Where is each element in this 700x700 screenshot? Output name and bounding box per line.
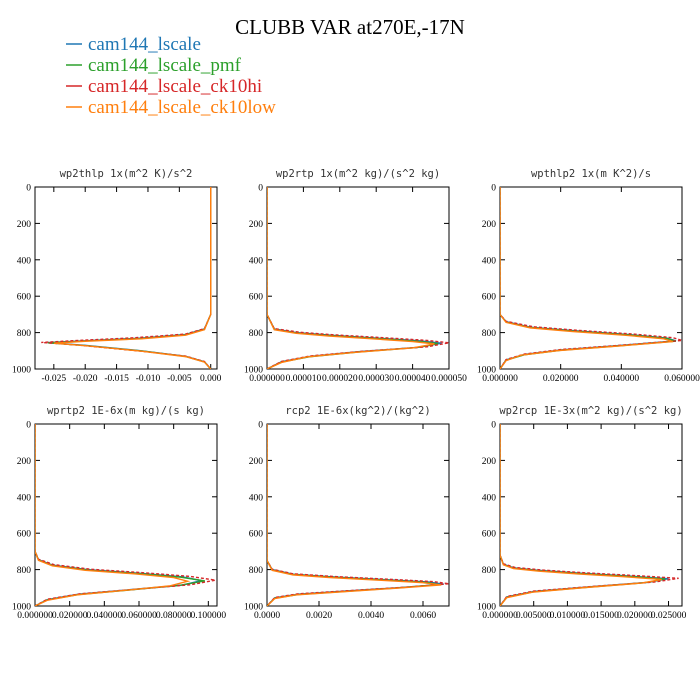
x-tick-label: 0.060000	[121, 611, 157, 621]
y-tick-label: 800	[17, 566, 32, 576]
y-tick-label: 0	[491, 421, 496, 431]
y-tick-label: 800	[482, 566, 497, 576]
x-tick-label: 0.0000	[254, 611, 280, 621]
x-tick-label: 0.025000	[651, 611, 687, 621]
y-tick-label: 1000	[477, 603, 496, 613]
x-tick-label: -0.020	[73, 374, 98, 384]
y-tick-label: 1000	[12, 366, 31, 376]
figure-title: CLUBB VAR at270E,-17N	[235, 15, 465, 39]
legend-label: cam144_lscale	[88, 34, 201, 55]
x-tick-label: 0.040000	[604, 374, 640, 384]
x-tick-label: 0.0040	[358, 611, 384, 621]
y-tick-label: 1000	[12, 603, 31, 613]
x-tick-label: 0.020000	[617, 611, 653, 621]
y-tick-label: 1000	[244, 603, 263, 613]
x-tick-label: 0.020000	[543, 374, 579, 384]
x-tick-label: 0.005000	[516, 611, 552, 621]
y-tick-label: 800	[249, 329, 264, 339]
y-tick-label: 1000	[244, 366, 263, 376]
y-tick-label: 0	[491, 184, 496, 194]
chart-panel-5: rcp2 1E-6x(kg^2)/(kg^2) 0 200 400 600 800 1000…	[244, 405, 450, 621]
x-tick-label: 0.040000	[87, 611, 123, 621]
series-line-cam144-lscale-ck10low	[500, 187, 674, 369]
x-tick-label: 0.100000	[191, 611, 227, 621]
y-tick-label: 600	[482, 293, 497, 303]
y-tick-label: 200	[482, 457, 497, 467]
panel-title: wp2thlp 1x(m^2 K)/s^2	[60, 168, 193, 180]
y-tick-label: 400	[17, 493, 32, 503]
plot-frame	[34, 186, 218, 370]
x-tick-label: 0.000000	[482, 611, 518, 621]
y-tick-label: 800	[17, 329, 32, 339]
y-tick-label: 0	[258, 421, 263, 431]
y-tick-label: 200	[249, 220, 264, 230]
y-tick-label: 200	[482, 220, 497, 230]
x-tick-label: 0.0060	[410, 611, 436, 621]
chart-panel-3: wpthlp2 1x(m K^2)/s 0 200 400 600 800 10000.00…	[477, 168, 700, 384]
series-line-cam144-lscale-ck10low	[35, 424, 191, 606]
x-tick-label: 0.000000	[17, 611, 53, 621]
y-tick-label: 0	[258, 184, 263, 194]
legend: cam144_lscalecam144_lscale_pmfcam144_lsc…	[66, 34, 276, 118]
x-tick-label: 0.000040	[395, 374, 431, 384]
x-tick-label: -0.025	[42, 374, 67, 384]
x-tick-label: 0.080000	[156, 611, 192, 621]
y-tick-label: 400	[482, 256, 497, 266]
x-tick-label: 0.000	[200, 374, 222, 384]
x-tick-label: 0.000050	[431, 374, 467, 384]
y-tick-label: 600	[17, 293, 32, 303]
y-tick-label: 200	[17, 457, 32, 467]
panel-title: wp2rcp 1E-3x(m^2 kg)/(s^2 kg)	[499, 405, 682, 417]
y-tick-label: 200	[249, 457, 264, 467]
x-tick-label: 0.015000	[583, 611, 619, 621]
legend-label: cam144_lscale_ck10low	[88, 97, 276, 118]
x-tick-label: -0.005	[167, 374, 192, 384]
panel-title: wp2rtp 1x(m^2 kg)/(s^2 kg)	[276, 168, 440, 180]
x-tick-label: 0.010000	[550, 611, 586, 621]
y-tick-label: 400	[482, 493, 497, 503]
series-line-cam144-lscale-ck10low	[500, 424, 662, 606]
chart-panel-6: wp2rcp 1E-3x(m^2 kg)/(s^2 kg)0 200 400 600 8…	[477, 405, 687, 621]
panel-title: wpthlp2 1x(m K^2)/s	[531, 168, 651, 180]
x-tick-label: -0.015	[104, 374, 129, 384]
panel-title: wprtp2 1E-6x(m kg)/(s kg)	[47, 405, 205, 417]
y-tick-label: 600	[17, 530, 32, 540]
series-line-cam144-lscale-ck10low	[267, 424, 442, 606]
y-tick-label: 200	[17, 220, 32, 230]
y-tick-label: 0	[26, 184, 31, 194]
series-line-cam144-lscale-ck10hi	[267, 187, 449, 369]
y-tick-label: 800	[482, 329, 497, 339]
x-tick-label: 0.000000	[249, 374, 285, 384]
x-tick-label: 0.000030	[358, 374, 394, 384]
y-tick-label: 0	[26, 421, 31, 431]
x-tick-label: 0.0020	[306, 611, 332, 621]
series-line-cam144-lscale-ck10low	[267, 187, 435, 369]
y-tick-label: 600	[482, 530, 497, 540]
x-tick-label: 0.000020	[322, 374, 358, 384]
x-tick-label: 0.020000	[52, 611, 88, 621]
y-tick-label: 600	[249, 293, 264, 303]
y-tick-label: 400	[249, 493, 264, 503]
chart-panel-4: wprtp2 1E-6x(m kg)/(s kg) 0 200 400 600 800 10…	[12, 405, 226, 621]
panel-title: rcp2 1E-6x(kg^2)/(kg^2)	[285, 405, 430, 417]
y-tick-label: 1000	[477, 366, 496, 376]
x-tick-label: 0.060000	[664, 374, 700, 384]
chart-panel-1: wp2thlp 1x(m^2 K)/s^2 0 200 400 600 800 1000 -0…	[12, 168, 222, 384]
y-tick-label: 600	[249, 530, 264, 540]
chart-panel-2: wp2rtp 1x(m^2 kg)/(s^2 kg) 0 200 400 600 800 1…	[244, 168, 467, 384]
x-tick-label: -0.010	[136, 374, 161, 384]
y-tick-label: 400	[17, 256, 32, 266]
legend-label: cam144_lscale_ck10hi	[88, 76, 262, 97]
x-tick-label: 0.000000	[482, 374, 518, 384]
legend-label: cam144_lscale_pmf	[88, 55, 242, 76]
y-tick-label: 400	[249, 256, 264, 266]
panels: wp2thlp 1x(m^2 K)/s^2 0 200 400 600 800 1000 -0…	[12, 168, 700, 621]
y-tick-label: 800	[249, 566, 264, 576]
x-tick-label: 0.000010	[286, 374, 322, 384]
series-line-cam144-lscale-ck10low	[53, 187, 212, 369]
